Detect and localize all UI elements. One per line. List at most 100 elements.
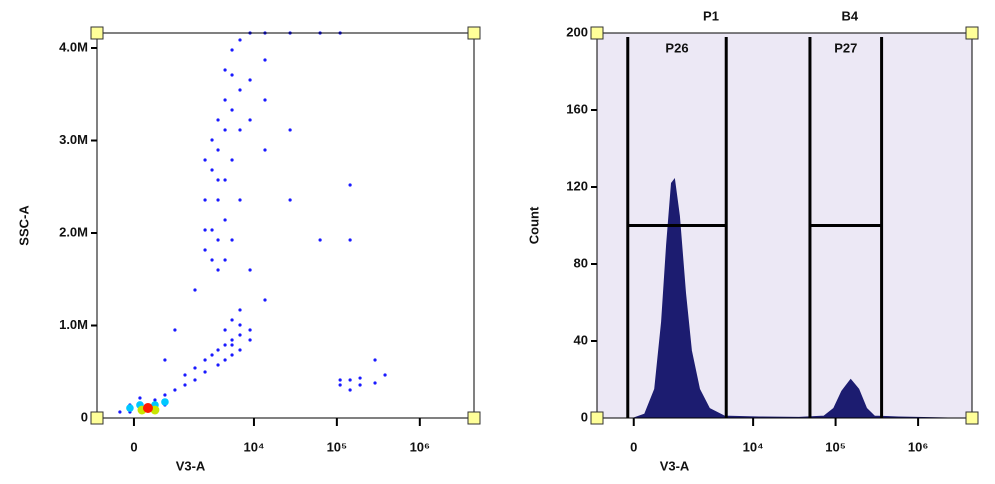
point: [161, 398, 169, 406]
point: [248, 118, 252, 122]
point: [203, 248, 207, 252]
point: [210, 258, 214, 262]
point: [223, 68, 227, 72]
point: [216, 238, 220, 242]
corner-handle: [90, 26, 104, 40]
point: [338, 378, 342, 382]
point: [238, 333, 242, 337]
point: [223, 343, 227, 347]
point: [230, 338, 234, 342]
point: [216, 198, 220, 202]
point: [173, 328, 177, 332]
y-tick-label: 4.0M: [59, 39, 88, 54]
point: [373, 358, 377, 362]
point: [223, 98, 227, 102]
y-tick-label: 40: [574, 332, 588, 347]
point: [183, 373, 187, 377]
point: [238, 308, 242, 312]
point: [230, 353, 234, 357]
x-tick-label: 10⁶: [908, 439, 928, 454]
y-tick-label: 0: [581, 409, 588, 424]
y-tick-label: 0: [81, 409, 88, 424]
corner-handle: [590, 26, 604, 40]
point: [216, 348, 220, 352]
point: [223, 328, 227, 332]
point: [230, 343, 234, 347]
x-tick-label: 10⁵: [327, 439, 348, 454]
point: [238, 323, 242, 327]
point: [238, 348, 242, 352]
point: [238, 128, 242, 132]
point: [373, 381, 377, 385]
point: [203, 158, 207, 162]
point: [263, 298, 267, 302]
point: [163, 358, 167, 362]
point: [248, 338, 252, 342]
point: [216, 148, 220, 152]
point: [118, 410, 122, 414]
point: [183, 383, 187, 387]
corner-handle: [90, 411, 104, 425]
point: [216, 178, 220, 182]
point: [263, 98, 267, 102]
point: [383, 373, 387, 377]
corner-handle: [467, 411, 481, 425]
x-tick-label: 0: [130, 439, 137, 454]
corner-handle: [965, 411, 979, 425]
y-tick-label: 3.0M: [59, 132, 88, 147]
point: [238, 88, 242, 92]
gate-name: P27: [834, 40, 857, 55]
point: [216, 268, 220, 272]
point: [338, 383, 342, 387]
plot-frame: [596, 32, 973, 419]
point: [348, 238, 352, 242]
plot-frame: [96, 32, 475, 419]
x-tick-label: 10⁵: [825, 439, 846, 454]
point: [138, 396, 142, 400]
point: [126, 404, 134, 412]
point: [348, 388, 352, 392]
corner-handle: [965, 26, 979, 40]
point: [288, 198, 292, 202]
point: [248, 78, 252, 82]
point: [223, 358, 227, 362]
point: [210, 353, 214, 357]
point: [230, 158, 234, 162]
point: [230, 238, 234, 242]
point: [223, 178, 227, 182]
point: [230, 73, 234, 77]
x-axis-label: V3-A: [660, 458, 690, 473]
point: [210, 138, 214, 142]
point: [153, 398, 157, 402]
point: [203, 370, 207, 374]
gate-parent: P1: [703, 8, 719, 23]
point: [216, 118, 220, 122]
plot: 0 40 80 120 160 200 0 10⁴ 10⁵ 10⁶ V3-A Count P26 P1 P2…: [526, 8, 979, 473]
point: [193, 366, 197, 370]
point: [248, 268, 252, 272]
gate-name: P26: [665, 40, 688, 55]
point: [288, 128, 292, 132]
corner-handle: [590, 411, 604, 425]
point: [216, 363, 220, 367]
point: [230, 108, 234, 112]
point: [318, 238, 322, 242]
point: [230, 48, 234, 52]
point: [238, 198, 242, 202]
point: [203, 228, 207, 232]
point: [230, 318, 234, 322]
corner-handle: [467, 26, 481, 40]
point: [203, 198, 207, 202]
x-tick-label: 0: [630, 439, 637, 454]
point: [223, 128, 227, 132]
point: [142, 403, 153, 414]
y-tick-label: 200: [566, 24, 588, 39]
x-axis-label: V3-A: [176, 458, 206, 473]
point: [263, 148, 267, 152]
y-tick-label: 120: [566, 178, 588, 193]
y-axis-label: Count: [526, 206, 541, 244]
point: [203, 358, 207, 362]
point: [248, 328, 252, 332]
